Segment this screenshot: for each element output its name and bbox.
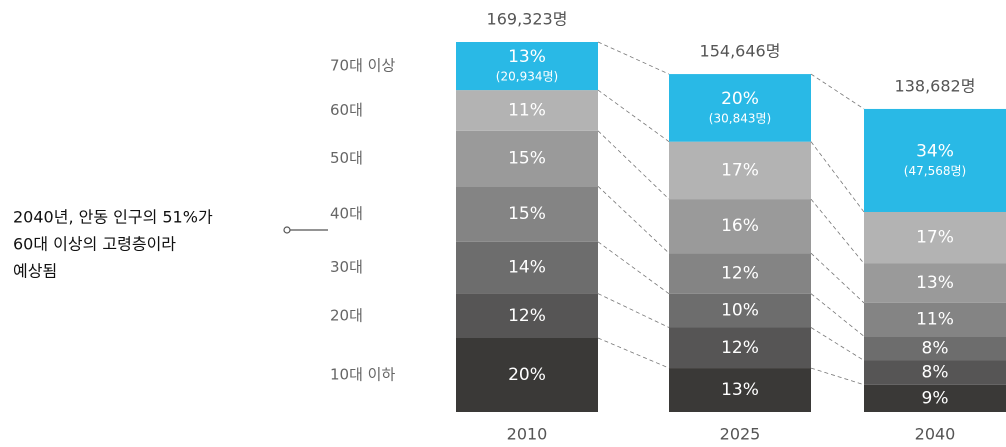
bar-segment	[456, 42, 598, 91]
connector	[810, 252, 865, 304]
legend-label: 40대	[330, 205, 363, 223]
x-tick-label: 2010	[507, 425, 548, 444]
value-label: 15%	[508, 204, 546, 224]
connector	[597, 89, 670, 142]
x-tick-label: 2040	[915, 425, 956, 444]
annotation: 60대 이상의 고령층이라	[13, 235, 176, 254]
value-label: 10%	[721, 301, 759, 321]
value-label: 13%	[916, 273, 954, 293]
value-label: 12%	[721, 338, 759, 358]
legend-label: 20대	[330, 306, 363, 324]
bar-segment	[669, 368, 811, 412]
connector	[597, 130, 670, 200]
value-label: 11%	[508, 100, 546, 120]
bar-segment	[864, 360, 1006, 385]
legend-label: 10대 이하	[330, 366, 395, 384]
bar-segment	[669, 253, 811, 294]
connector	[810, 73, 865, 110]
connector	[597, 293, 670, 328]
value-label: 11%	[916, 310, 954, 330]
value-label: 8%	[922, 363, 949, 383]
annotation: 2040년, 안동 인구의 51%가	[13, 208, 213, 227]
value-label: 12%	[508, 306, 546, 326]
count-label: (20,934명)	[496, 70, 558, 84]
bar-segment	[669, 293, 811, 328]
bar-segment	[864, 211, 1006, 264]
bar-segment	[456, 130, 598, 187]
bar-segment	[669, 199, 811, 254]
annotation: 예상됨	[13, 262, 57, 281]
bar-segment	[669, 74, 811, 142]
legend-label: 60대	[330, 101, 363, 119]
bar-segment	[669, 141, 811, 200]
bar-segment	[669, 327, 811, 369]
value-label: 13%	[508, 47, 546, 67]
value-label: 9%	[922, 388, 949, 408]
value-label: 34%	[916, 141, 954, 161]
legend-label: 30대	[330, 258, 363, 276]
value-label: 20%	[508, 365, 546, 385]
value-label: 15%	[508, 149, 546, 169]
legend-label: 50대	[330, 149, 363, 167]
value-label: 13%	[721, 380, 759, 400]
count-label: (30,843명)	[709, 111, 771, 125]
value-label: 17%	[916, 228, 954, 248]
count-label: (47,568명)	[904, 164, 966, 178]
bar-segment	[864, 108, 1006, 212]
value-label: 16%	[721, 216, 759, 236]
connector	[597, 41, 670, 75]
total-label: 154,646명	[700, 42, 781, 61]
bar-segment	[456, 186, 598, 242]
legend-label: 70대 이상	[330, 57, 395, 75]
total-label: 169,323명	[487, 10, 568, 29]
value-label: 12%	[721, 263, 759, 283]
connector	[810, 141, 865, 213]
bar-segment	[864, 302, 1006, 337]
value-label: 17%	[721, 160, 759, 180]
leader-dot	[283, 226, 291, 234]
value-label: 8%	[922, 338, 949, 358]
connector	[810, 293, 865, 337]
connector	[597, 186, 670, 254]
bar-segment	[456, 293, 598, 338]
connector	[810, 367, 865, 386]
connector	[810, 198, 865, 264]
total-label: 138,682명	[895, 76, 976, 95]
bar-segment	[864, 384, 1006, 412]
connector	[597, 241, 670, 295]
connector	[597, 337, 670, 369]
bar-segment	[456, 338, 598, 412]
value-label: 20%	[721, 89, 759, 109]
bar-segment	[864, 263, 1006, 303]
connector	[810, 327, 865, 361]
value-label: 14%	[508, 258, 546, 278]
x-tick-label: 2025	[720, 425, 761, 444]
bar-segment	[456, 241, 598, 294]
bar-segment	[864, 336, 1006, 361]
bar-segment	[456, 90, 598, 131]
